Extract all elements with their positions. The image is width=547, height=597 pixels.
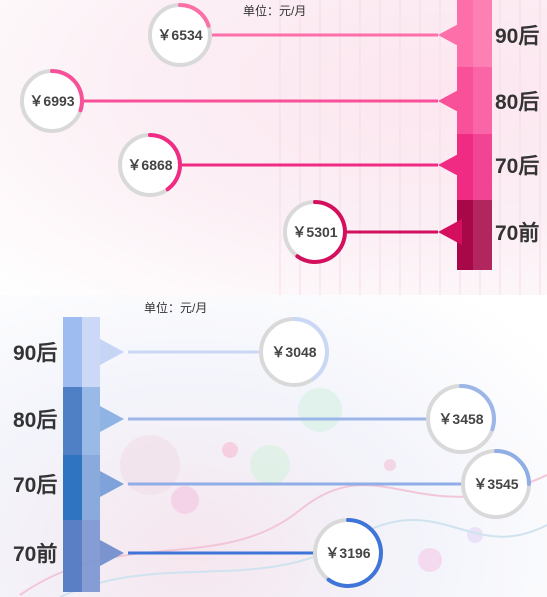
value-label: ￥5301 <box>292 224 337 240</box>
category-label: 70前 <box>13 542 57 566</box>
column-segment <box>63 387 82 455</box>
ring-progress <box>292 317 329 381</box>
category-label: 70后 <box>13 474 57 497</box>
category-arrow <box>100 406 124 432</box>
ring-background <box>259 317 329 387</box>
value-ring: ￥6868 <box>118 133 182 197</box>
decorative-bubble <box>120 435 180 495</box>
column-segment <box>457 0 492 67</box>
bottom-chart: 90后 ￥3048 80后 ￥3458 70后 ￥3545 70前 ￥3196 <box>13 317 547 597</box>
value-ring: ￥3545 <box>461 449 531 519</box>
decorative-bubble <box>384 459 396 471</box>
category-arrow <box>100 339 124 365</box>
value-label: ￥6868 <box>127 157 172 173</box>
column-highlight <box>473 200 492 270</box>
category-label: 90后 <box>13 342 57 365</box>
decorative-swirl <box>59 519 547 597</box>
ring-background <box>148 3 212 67</box>
value-ring: ￥6993 <box>20 69 84 133</box>
category-arrow <box>438 22 462 48</box>
value-label: ￥3545 <box>473 476 518 492</box>
top-chart-panel: 90后 ￥6534 80后 ￥6993 70后 ￥6868 70前 ￥5301 单位：元/月 <box>0 0 547 295</box>
column-highlight <box>82 387 100 455</box>
value-ring: ￥3458 <box>426 384 496 454</box>
value-label: ￥3196 <box>325 545 370 561</box>
ring-background <box>313 518 383 588</box>
ring-progress <box>494 449 531 486</box>
value-ring: ￥5301 <box>283 200 347 264</box>
decorative-bubble <box>250 445 290 485</box>
category-label: 80后 <box>495 91 539 114</box>
column-segment <box>457 200 492 270</box>
ring-background <box>20 69 84 133</box>
column-highlight <box>473 0 492 67</box>
value-ring: ￥3048 <box>259 317 329 387</box>
value-label: ￥3458 <box>438 411 483 427</box>
category-label: 70前 <box>495 221 539 245</box>
decorative-bubble <box>171 486 199 514</box>
ring-progress <box>50 69 84 113</box>
category-label: 70后 <box>495 155 539 178</box>
column-highlight <box>82 455 100 520</box>
ring-background <box>283 200 347 264</box>
category-label: 90后 <box>495 25 539 48</box>
ring-background <box>118 133 182 197</box>
bottom-unit-label: 单位：元/月 <box>144 301 208 315</box>
category-arrow <box>438 152 462 178</box>
ring-progress <box>295 200 347 264</box>
value-ring: ￥6534 <box>148 3 212 67</box>
column-segment <box>457 67 492 134</box>
ring-progress <box>459 384 496 432</box>
ring-background <box>426 384 496 454</box>
value-label: ￥6534 <box>157 27 202 43</box>
column-segment <box>63 317 82 387</box>
decorative-bubble <box>222 442 238 458</box>
category-arrow <box>100 471 124 497</box>
value-label: ￥6993 <box>29 93 74 109</box>
column-highlight <box>473 67 492 134</box>
column-segment <box>63 520 82 592</box>
column-highlight <box>82 520 100 592</box>
top-unit-label: 单位：元/月 <box>243 4 307 18</box>
ring-progress <box>178 3 211 28</box>
column-segment <box>457 134 492 201</box>
decorative-bubble <box>418 548 442 572</box>
bottom-chart-panel: 90后 ￥3048 80后 ￥3458 70后 ￥3545 70前 ￥3196 单位：元/月 <box>0 295 547 597</box>
category-label: 80后 <box>13 409 57 432</box>
column-highlight <box>473 134 492 201</box>
value-label: ￥3048 <box>271 344 316 360</box>
ring-progress <box>148 133 182 192</box>
column-segment <box>63 455 82 520</box>
category-arrow <box>100 540 124 566</box>
category-arrow <box>438 88 462 114</box>
ring-background <box>461 449 531 519</box>
column-highlight <box>82 317 100 387</box>
category-arrow <box>438 219 462 245</box>
decorative-bubble <box>298 388 342 432</box>
top-chart: 90后 ￥6534 80后 ￥6993 70后 ￥6868 70前 ￥5301 <box>20 0 541 295</box>
decorative-pattern <box>19 388 547 597</box>
value-ring: ￥3196 <box>313 518 383 588</box>
ring-progress <box>326 518 383 588</box>
